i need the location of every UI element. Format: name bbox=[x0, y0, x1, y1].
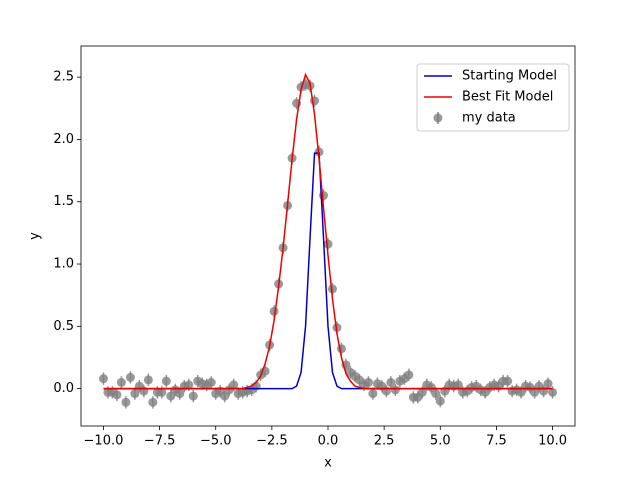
data-point bbox=[206, 377, 216, 387]
data-point bbox=[220, 391, 230, 401]
data-point bbox=[503, 376, 513, 386]
data-point bbox=[327, 284, 337, 294]
legend-swatch bbox=[433, 113, 443, 123]
data-point bbox=[148, 397, 158, 407]
x-tick-label: −7.5 bbox=[144, 434, 176, 449]
data-point bbox=[269, 306, 279, 316]
data-point bbox=[363, 377, 373, 387]
x-tick-label: 2.5 bbox=[374, 434, 395, 449]
data-point bbox=[336, 344, 346, 354]
data-point bbox=[125, 372, 135, 382]
data-point bbox=[516, 387, 526, 397]
data-point bbox=[417, 387, 427, 397]
data-point bbox=[130, 389, 140, 399]
data-point bbox=[530, 387, 540, 397]
data-point bbox=[121, 397, 131, 407]
x-axis-label: x bbox=[324, 456, 332, 471]
data-point bbox=[543, 379, 553, 389]
x-tick-label: −5.0 bbox=[200, 434, 232, 449]
data-point bbox=[368, 389, 378, 399]
data-point bbox=[116, 377, 126, 387]
model-line bbox=[103, 72, 553, 390]
data-point bbox=[157, 387, 167, 397]
data-point bbox=[548, 387, 558, 397]
data-point bbox=[453, 380, 463, 390]
data-point bbox=[166, 391, 176, 401]
data-point bbox=[404, 370, 414, 380]
data-point bbox=[431, 389, 441, 399]
y-tick-label: 1.5 bbox=[53, 194, 74, 209]
legend-label: Best Fit Model bbox=[462, 90, 553, 105]
y-tick-label: 0.0 bbox=[53, 381, 74, 396]
x-tick-label: 0.0 bbox=[318, 434, 339, 449]
y-tick-label: 2.0 bbox=[53, 132, 74, 147]
data-point bbox=[332, 323, 342, 333]
x-tick-label: −2.5 bbox=[256, 434, 288, 449]
data-point bbox=[386, 377, 396, 387]
plot-frame bbox=[80, 45, 576, 427]
x-tick-label: 7.5 bbox=[486, 434, 507, 449]
x-tick-label: −10.0 bbox=[84, 434, 124, 449]
x-tick-label: 10.0 bbox=[538, 434, 567, 449]
y-tick-label: 0.5 bbox=[53, 319, 74, 334]
y-tick-label: 2.5 bbox=[53, 70, 74, 85]
data-point bbox=[188, 391, 198, 401]
data-point bbox=[184, 380, 194, 390]
data-point bbox=[390, 385, 400, 395]
legend-label: Starting Model bbox=[462, 69, 557, 84]
x-tick-label: 5.0 bbox=[430, 434, 451, 449]
data-point bbox=[143, 375, 153, 385]
data-point bbox=[426, 382, 436, 392]
data-point bbox=[435, 396, 445, 406]
legend-label: my data bbox=[462, 111, 516, 126]
y-axis-label: y bbox=[28, 232, 43, 240]
y-tick-label: 1.0 bbox=[53, 257, 74, 272]
data-point bbox=[175, 389, 185, 399]
data-point bbox=[112, 390, 122, 400]
legend-box bbox=[416, 63, 570, 132]
data-point bbox=[98, 374, 108, 384]
data-point bbox=[323, 239, 333, 249]
data-point bbox=[161, 376, 171, 386]
data-point bbox=[229, 380, 239, 390]
